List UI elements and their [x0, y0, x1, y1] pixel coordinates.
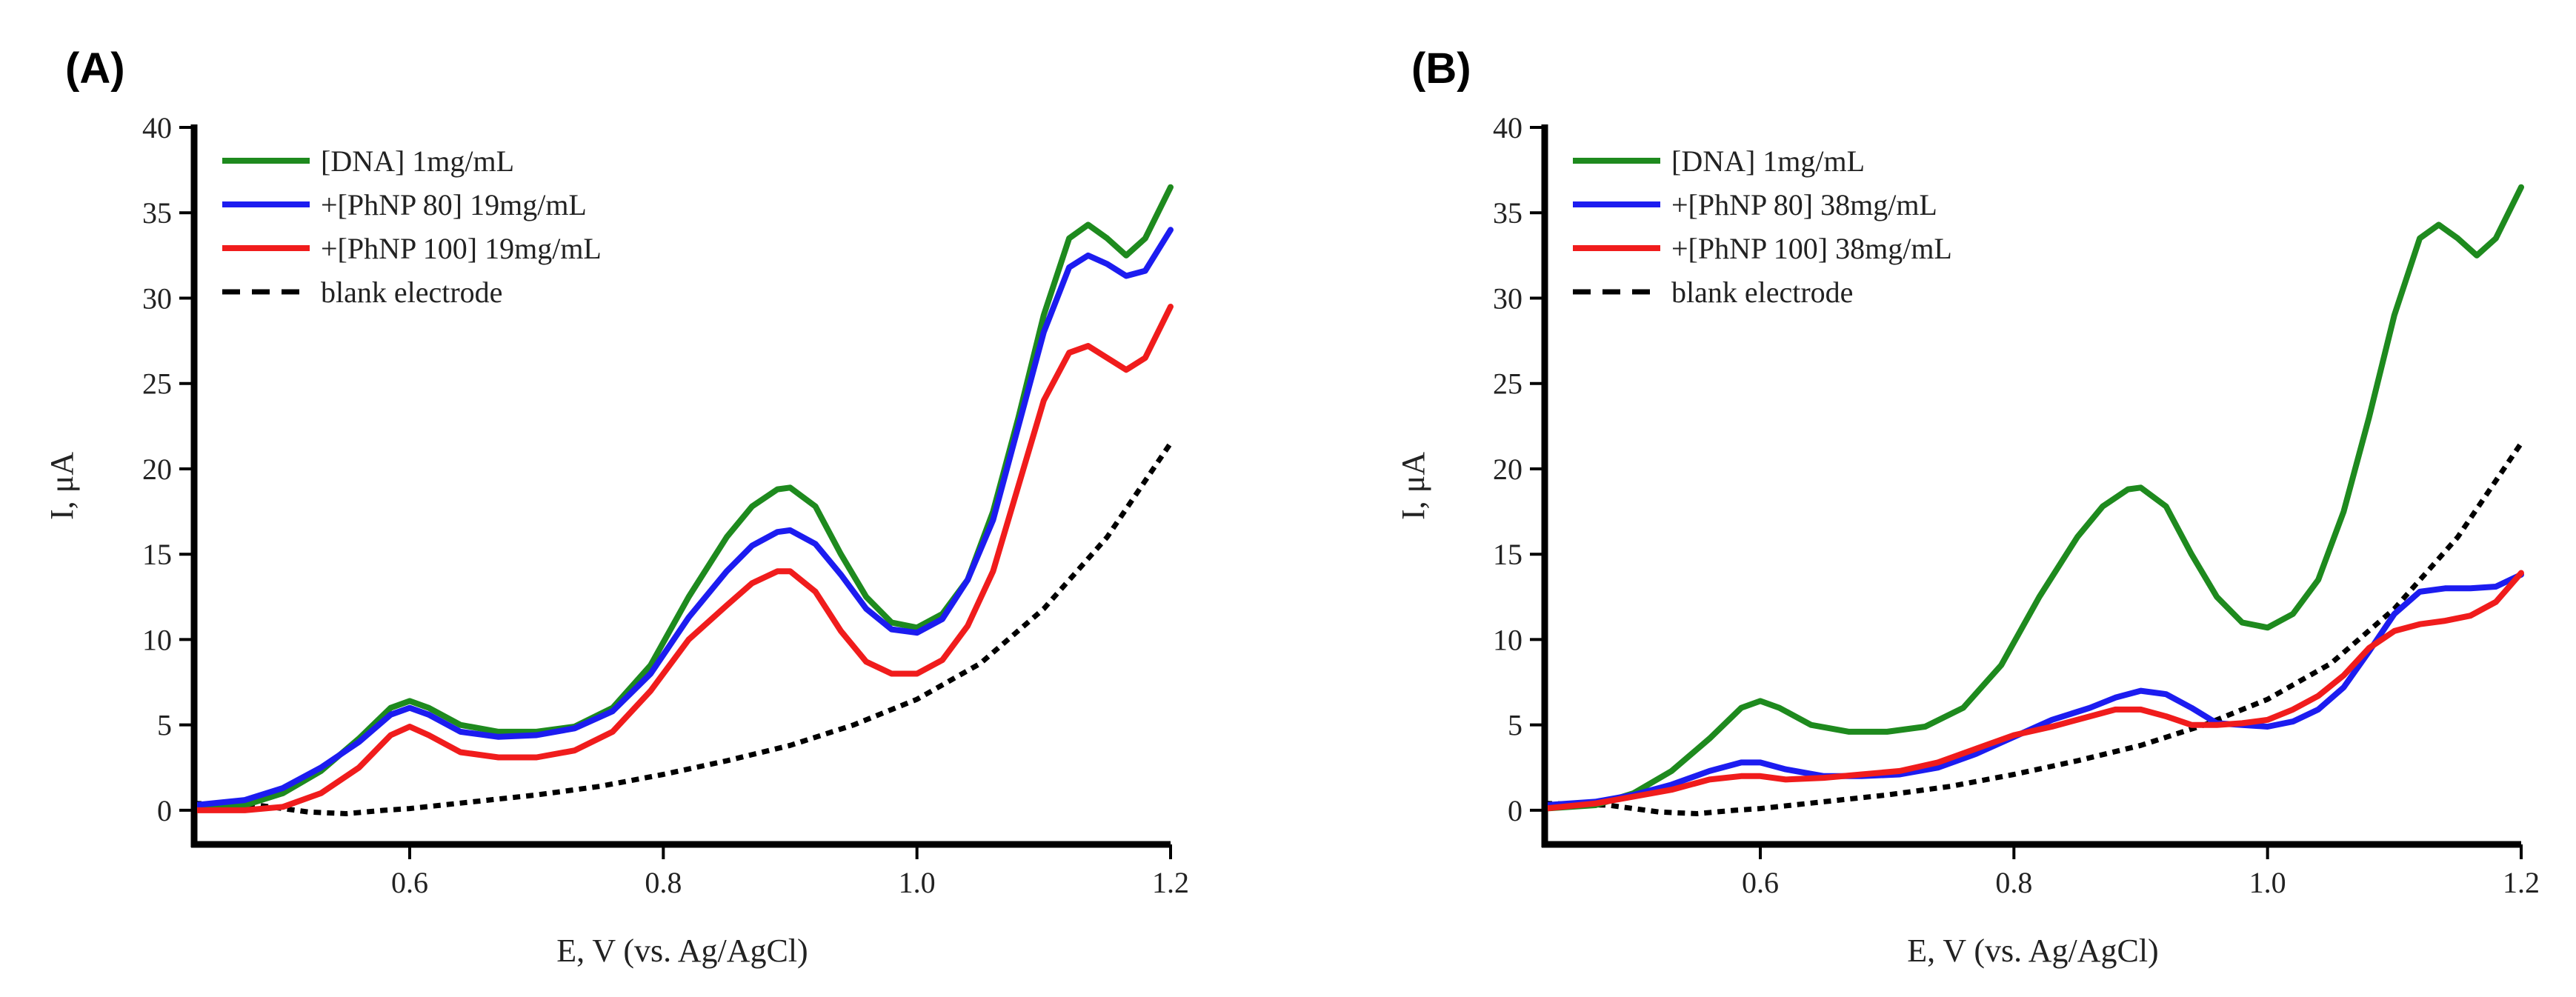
y-axis-title: I, μA [1395, 452, 1431, 520]
legend-label: +[PhNP 100] 38mg/mL [1671, 232, 1952, 265]
y-tick-label: 30 [1493, 281, 1522, 315]
y-axis-title: I, μA [44, 452, 80, 520]
y-tick-label: 40 [142, 111, 172, 144]
panel-label: (A) [65, 44, 125, 93]
y-tick-label: 25 [1493, 367, 1522, 401]
x-tick-label: 0.8 [645, 866, 682, 899]
series-line-2 [197, 227, 1174, 808]
y-tick-label: 40 [1493, 111, 1522, 144]
series-line-2 [1548, 571, 2524, 808]
y-tick-label: 0 [157, 794, 172, 827]
x-tick-label: 1.2 [2503, 866, 2540, 899]
y-tick-label: 5 [157, 709, 172, 742]
y-tick-label: 10 [1493, 623, 1522, 656]
x-axis-title: E, V (vs. Ag/AgCl) [1907, 933, 2158, 969]
series-line-1 [1548, 184, 2524, 812]
legend-label: +[PhNP 80] 38mg/mL [1671, 188, 1937, 221]
y-tick-label: 15 [142, 538, 172, 571]
x-tick-label: 0.6 [391, 866, 428, 899]
x-axis-title: E, V (vs. Ag/AgCl) [556, 933, 808, 969]
y-tick-label: 30 [142, 281, 172, 315]
y-tick-label: 0 [1508, 794, 1522, 827]
chart-panel-b: (B) 0 5 10 15 20 25 30 35 40 0.6 0.8 1.0 1.2 E, V (vs.… [1395, 44, 2540, 969]
y-tick-label: 20 [1493, 453, 1522, 486]
series-line-3 [1548, 570, 2524, 812]
series-line-1 [197, 184, 1174, 812]
x-tick-label: 1.0 [2249, 866, 2286, 899]
x-tick-label: 0.6 [1742, 866, 1779, 899]
y-tick-label: 5 [1508, 709, 1522, 742]
y-tick-label: 15 [1493, 538, 1522, 571]
x-tick-label: 1.0 [899, 866, 936, 899]
series-line-3 [197, 304, 1174, 813]
legend-label: +[PhNP 100] 19mg/mL [321, 232, 602, 265]
y-tick-label: 10 [142, 623, 172, 656]
legend-label: [DNA] 1mg/mL [321, 144, 514, 178]
panel-label: (B) [1411, 44, 1471, 93]
y-tick-label: 20 [142, 453, 172, 486]
x-tick-label: 0.8 [1995, 866, 2032, 899]
chart-panel-a: (A) 0 5 10 15 20 25 30 35 40 0.6 0.8 1.0 1.2 E, V (vs.… [44, 44, 1189, 969]
legend-label: blank electrode [321, 276, 502, 309]
legend-label: +[PhNP 80] 19mg/mL [321, 188, 587, 221]
y-tick-label: 35 [1493, 196, 1522, 230]
y-tick-label: 25 [142, 367, 172, 401]
x-tick-label: 1.2 [1152, 866, 1189, 899]
y-tick-label: 35 [142, 196, 172, 230]
legend-label: [DNA] 1mg/mL [1671, 144, 1865, 178]
legend-label: blank electrode [1671, 276, 1853, 309]
